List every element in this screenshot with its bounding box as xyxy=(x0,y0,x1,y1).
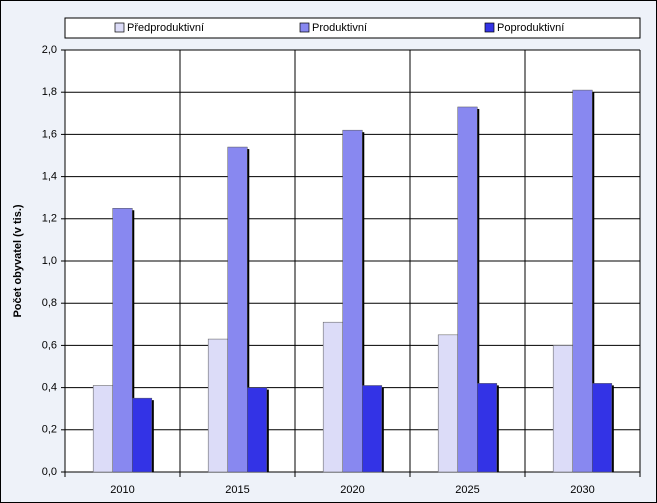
bar xyxy=(437,334,458,473)
y-tick-label: 0,4 xyxy=(42,382,57,394)
bar xyxy=(322,321,343,473)
bar xyxy=(342,129,363,473)
bar xyxy=(132,397,153,473)
legend-label: Poproduktivní xyxy=(497,22,564,34)
legend xyxy=(64,17,641,39)
x-tick-label: 2020 xyxy=(340,484,364,496)
bar xyxy=(362,385,383,473)
bar xyxy=(227,146,248,473)
legend-swatch xyxy=(484,22,495,33)
x-tick-label: 2010 xyxy=(110,484,134,496)
y-tick-label: 0,6 xyxy=(42,339,57,351)
y-tick-label: 1,6 xyxy=(42,128,57,140)
y-tick-label: 1,0 xyxy=(42,255,57,267)
y-tick-label: 0,8 xyxy=(42,297,57,309)
y-tick-label: 0,0 xyxy=(42,466,57,478)
x-tick-label: 2025 xyxy=(455,484,479,496)
legend-label: Produktivní xyxy=(312,22,367,34)
bar xyxy=(207,338,228,473)
bar xyxy=(247,387,268,473)
x-tick-label: 2015 xyxy=(225,484,249,496)
bar xyxy=(92,385,113,473)
bar xyxy=(477,383,498,473)
y-tick-label: 1,2 xyxy=(42,213,57,225)
y-tick-label: 2,0 xyxy=(42,44,57,56)
x-tick-label: 2030 xyxy=(570,484,594,496)
bar xyxy=(592,383,613,473)
legend-label: Předproduktivní xyxy=(127,22,204,34)
y-tick-label: 1,8 xyxy=(42,86,57,98)
legend-swatch xyxy=(299,22,310,33)
bar xyxy=(552,345,573,473)
y-axis-label: Počet obyvatel (v tis.) xyxy=(12,204,24,317)
y-tick-label: 0,2 xyxy=(42,424,57,436)
legend-swatch xyxy=(114,22,125,33)
y-tick-label: 1,4 xyxy=(42,171,57,183)
bar xyxy=(112,208,133,473)
bar xyxy=(572,89,593,473)
bar xyxy=(457,106,478,473)
